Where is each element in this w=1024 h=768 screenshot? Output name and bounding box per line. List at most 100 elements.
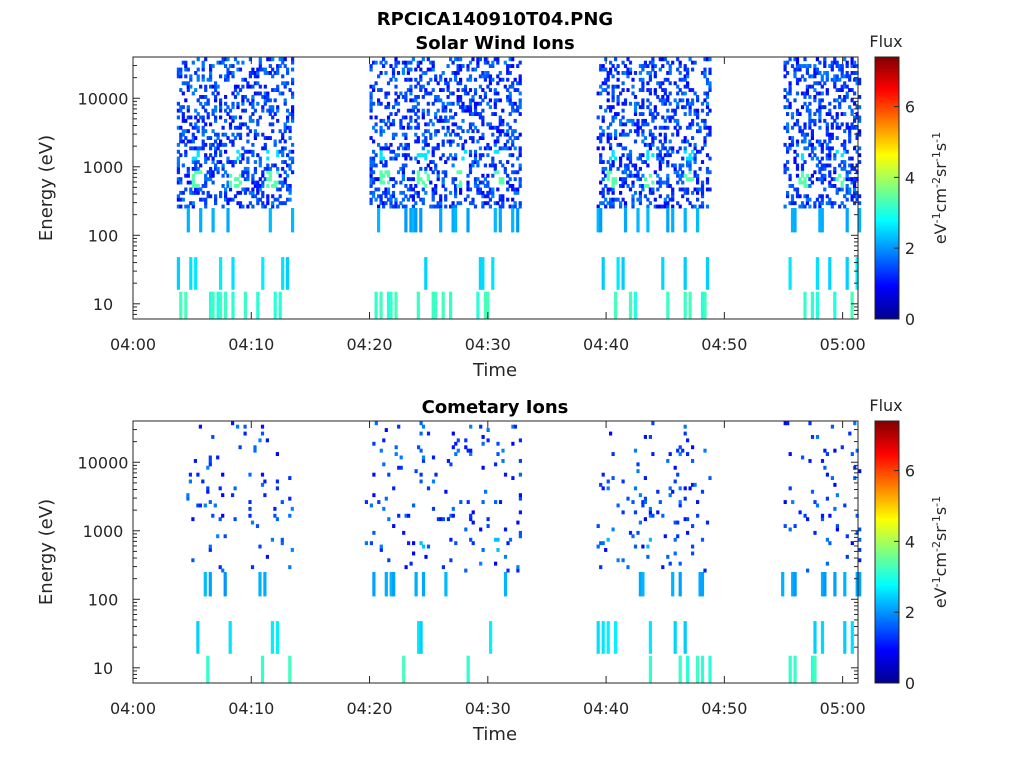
flux-cell [848, 74, 852, 79]
flux-cell [828, 197, 832, 202]
flux-cell [845, 187, 849, 192]
flux-cell [291, 108, 295, 113]
flux-cell [641, 88, 645, 92]
flux-cell [233, 125, 238, 130]
flux-cell [638, 190, 642, 195]
flux-cell [606, 125, 610, 130]
flux-cell [263, 493, 267, 498]
flux-cell [281, 91, 285, 96]
flux-cell [446, 88, 450, 92]
flux-cell [691, 190, 695, 195]
flux-cell [434, 472, 438, 477]
flux-cell [683, 431, 687, 436]
flux-cell [429, 67, 433, 72]
flux-cell [626, 132, 630, 137]
flux-cell [224, 57, 228, 62]
flux-cell [454, 194, 458, 199]
flux-cell [260, 482, 265, 487]
flux-cell [691, 544, 695, 549]
flux-cell [404, 136, 408, 140]
flux-cell [396, 60, 401, 65]
flux-cell [181, 105, 185, 110]
flux-cell [795, 187, 800, 192]
flux-cell [273, 197, 277, 202]
y-axis-label-solar-wind: Energy (eV) [36, 135, 57, 241]
flux-cell [224, 118, 228, 123]
flux-cell [436, 98, 440, 103]
flux-cell [516, 81, 520, 86]
flux-cell [656, 180, 660, 185]
flux-cell [476, 163, 480, 168]
flux-cell [468, 170, 473, 175]
flux-cell [459, 105, 463, 110]
flux-cell [429, 77, 433, 82]
flux-cell [506, 173, 510, 178]
flux-cell [805, 194, 809, 199]
flux-cell [805, 64, 809, 68]
flux-cell [483, 95, 487, 99]
flux-cell [384, 201, 388, 206]
flux-cell [486, 524, 490, 528]
flux-cell [676, 122, 680, 127]
flux-cell [850, 57, 854, 62]
flux-cell [221, 493, 225, 498]
flux-cell [248, 101, 252, 106]
flux-cell [260, 424, 265, 429]
x-axis-label-cometary: Time [472, 724, 517, 745]
flux-cell [820, 459, 825, 463]
flux-cell [286, 118, 290, 123]
flux-cell [518, 112, 522, 116]
flux-cell [828, 170, 832, 175]
flux-cell [609, 60, 613, 65]
flux-cell [441, 142, 445, 147]
flux-cell [853, 77, 857, 82]
flux-cell [658, 132, 662, 137]
flux-cell [276, 187, 280, 192]
flux-cell [456, 88, 460, 92]
flux-cell [382, 57, 386, 62]
flux-cell [389, 194, 393, 199]
flux-cell [246, 204, 250, 209]
flux-cell [823, 448, 827, 453]
flux-cell [404, 77, 408, 82]
flux-cell [468, 108, 473, 113]
y-tick-label: 10000 [78, 453, 129, 472]
flux-cell [382, 201, 386, 206]
flux-cell [599, 136, 603, 140]
flux-cell [825, 142, 829, 147]
flux-streak [441, 291, 445, 319]
flux-cell [391, 156, 396, 161]
flux-cell [414, 190, 418, 195]
flux-cell [671, 146, 675, 151]
flux-cell [461, 129, 465, 134]
flux-cell [424, 139, 428, 144]
flux-streak [219, 257, 223, 290]
flux-cell [855, 71, 859, 75]
flux-cell [471, 136, 475, 140]
flux-cell [481, 190, 485, 195]
flux-cell [506, 129, 510, 134]
flux-cell [833, 506, 837, 511]
flux-cell [698, 166, 702, 171]
flux-cell [678, 500, 682, 504]
flux-cell [619, 201, 623, 206]
flux-cell [409, 60, 413, 65]
flux-cell [204, 201, 208, 206]
flux-cell [848, 136, 852, 140]
flux-cell [379, 194, 383, 199]
flux-cell [833, 201, 837, 206]
flux-cell [389, 77, 393, 82]
flux-cell [686, 139, 690, 144]
flux-cell [211, 513, 215, 518]
flux-cell [369, 67, 373, 72]
flux-cell [700, 71, 705, 75]
flux-cell [441, 177, 445, 182]
flux-cell [226, 197, 230, 202]
flux-cell [434, 129, 438, 134]
flux-cell [828, 173, 832, 178]
flux-cell [845, 554, 849, 559]
flux-cell [703, 74, 707, 79]
flux-cell [705, 132, 710, 137]
flux-cell [651, 139, 655, 144]
flux-cell [407, 541, 411, 546]
